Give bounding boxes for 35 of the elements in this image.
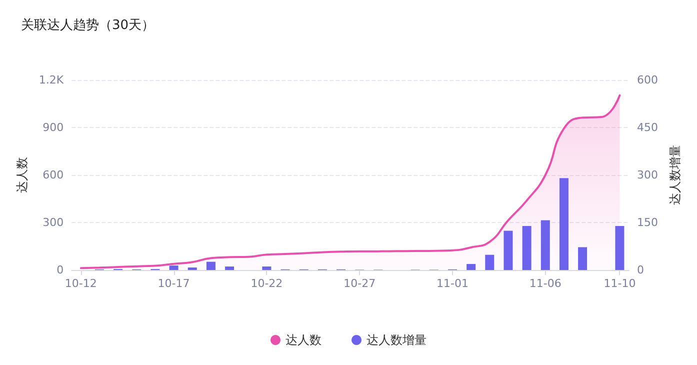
chart-title: 关联达人趋势（30天） <box>21 18 155 33</box>
bar <box>540 220 550 270</box>
y2-tick-label: 600 <box>637 74 658 86</box>
y-axis-title: 达人数 <box>15 157 29 193</box>
x-tick-label: 10-22 <box>250 277 283 290</box>
y2-tick-label: 300 <box>637 168 658 182</box>
x-tick-label: 11-06 <box>529 277 562 290</box>
bar <box>206 262 216 270</box>
y2-tick-label: 0 <box>637 264 644 276</box>
x-tick-label: 11-01 <box>436 277 468 290</box>
bar <box>188 267 197 270</box>
bar <box>559 178 568 270</box>
bar <box>615 226 624 270</box>
legend-label: 达人数 <box>286 333 322 347</box>
y-tick-label: 0 <box>56 264 64 276</box>
x-tick-label: 10-17 <box>158 277 190 290</box>
y2-axis-title: 达人数增量 <box>668 145 682 205</box>
y-tick-label: 600 <box>42 168 64 182</box>
x-tick-label: 10-12 <box>64 277 97 290</box>
y-tick-label: 300 <box>42 216 64 229</box>
legend-label: 达人数增量 <box>366 333 426 347</box>
y2-tick-label: 150 <box>637 216 658 229</box>
bar <box>169 266 178 270</box>
bar <box>522 226 532 270</box>
bar <box>225 266 234 270</box>
bar <box>485 254 494 270</box>
x-tick-label: 10-27 <box>344 277 376 290</box>
bar <box>578 247 588 270</box>
bar <box>504 230 513 270</box>
bar <box>262 266 272 270</box>
y-tick-label: 1.2K <box>38 74 64 86</box>
x-tick-label: 11-10 <box>604 277 636 290</box>
bar <box>466 264 476 270</box>
y-tick-label: 900 <box>42 121 64 134</box>
y2-tick-label: 450 <box>637 121 658 134</box>
